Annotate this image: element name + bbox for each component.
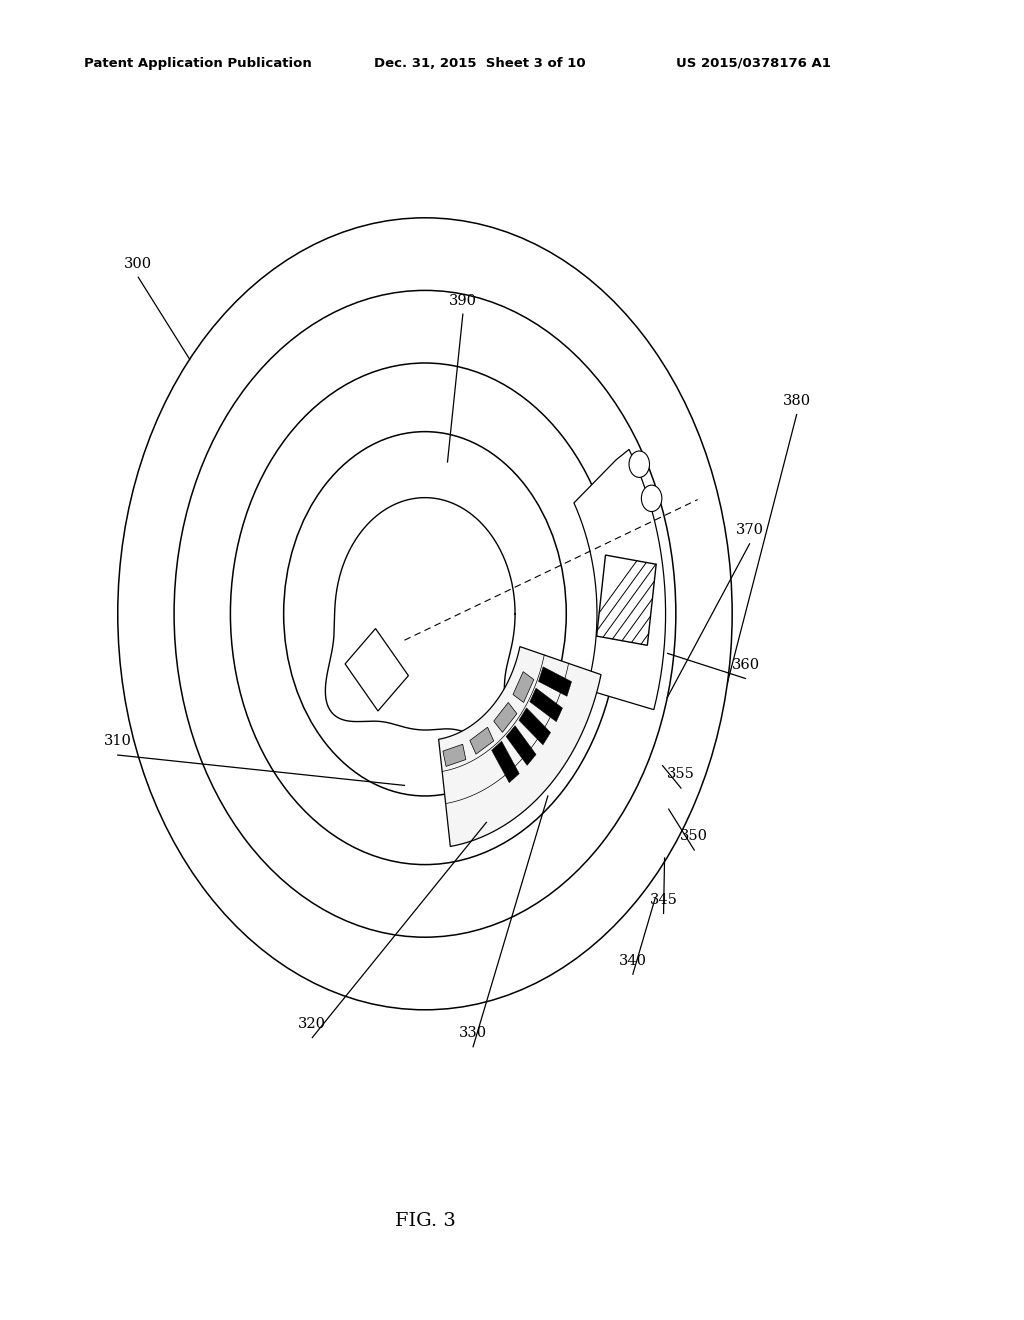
Text: 310: 310 (103, 734, 132, 748)
Circle shape (641, 486, 662, 512)
Text: FIG. 3: FIG. 3 (394, 1212, 456, 1230)
Polygon shape (513, 672, 534, 702)
Polygon shape (573, 449, 666, 710)
Polygon shape (443, 744, 466, 767)
Text: Dec. 31, 2015  Sheet 3 of 10: Dec. 31, 2015 Sheet 3 of 10 (374, 57, 586, 70)
Text: 340: 340 (618, 953, 647, 968)
Polygon shape (492, 741, 519, 783)
Polygon shape (597, 556, 656, 645)
Text: 355: 355 (667, 767, 695, 781)
Text: 390: 390 (449, 293, 477, 308)
Text: 380: 380 (782, 393, 811, 408)
Polygon shape (529, 688, 562, 722)
Polygon shape (506, 726, 537, 766)
Circle shape (629, 451, 649, 478)
Polygon shape (494, 702, 517, 733)
Text: 320: 320 (298, 1016, 327, 1031)
Text: 300: 300 (124, 256, 153, 271)
Text: US 2015/0378176 A1: US 2015/0378176 A1 (676, 57, 830, 70)
Polygon shape (470, 727, 494, 754)
Text: 360: 360 (731, 657, 760, 672)
Text: 345: 345 (649, 892, 678, 907)
Polygon shape (438, 647, 601, 846)
Text: Patent Application Publication: Patent Application Publication (84, 57, 311, 70)
Text: 370: 370 (735, 523, 764, 537)
Polygon shape (519, 708, 551, 744)
Polygon shape (539, 667, 571, 697)
Text: 350: 350 (680, 829, 709, 843)
Text: 330: 330 (459, 1026, 487, 1040)
